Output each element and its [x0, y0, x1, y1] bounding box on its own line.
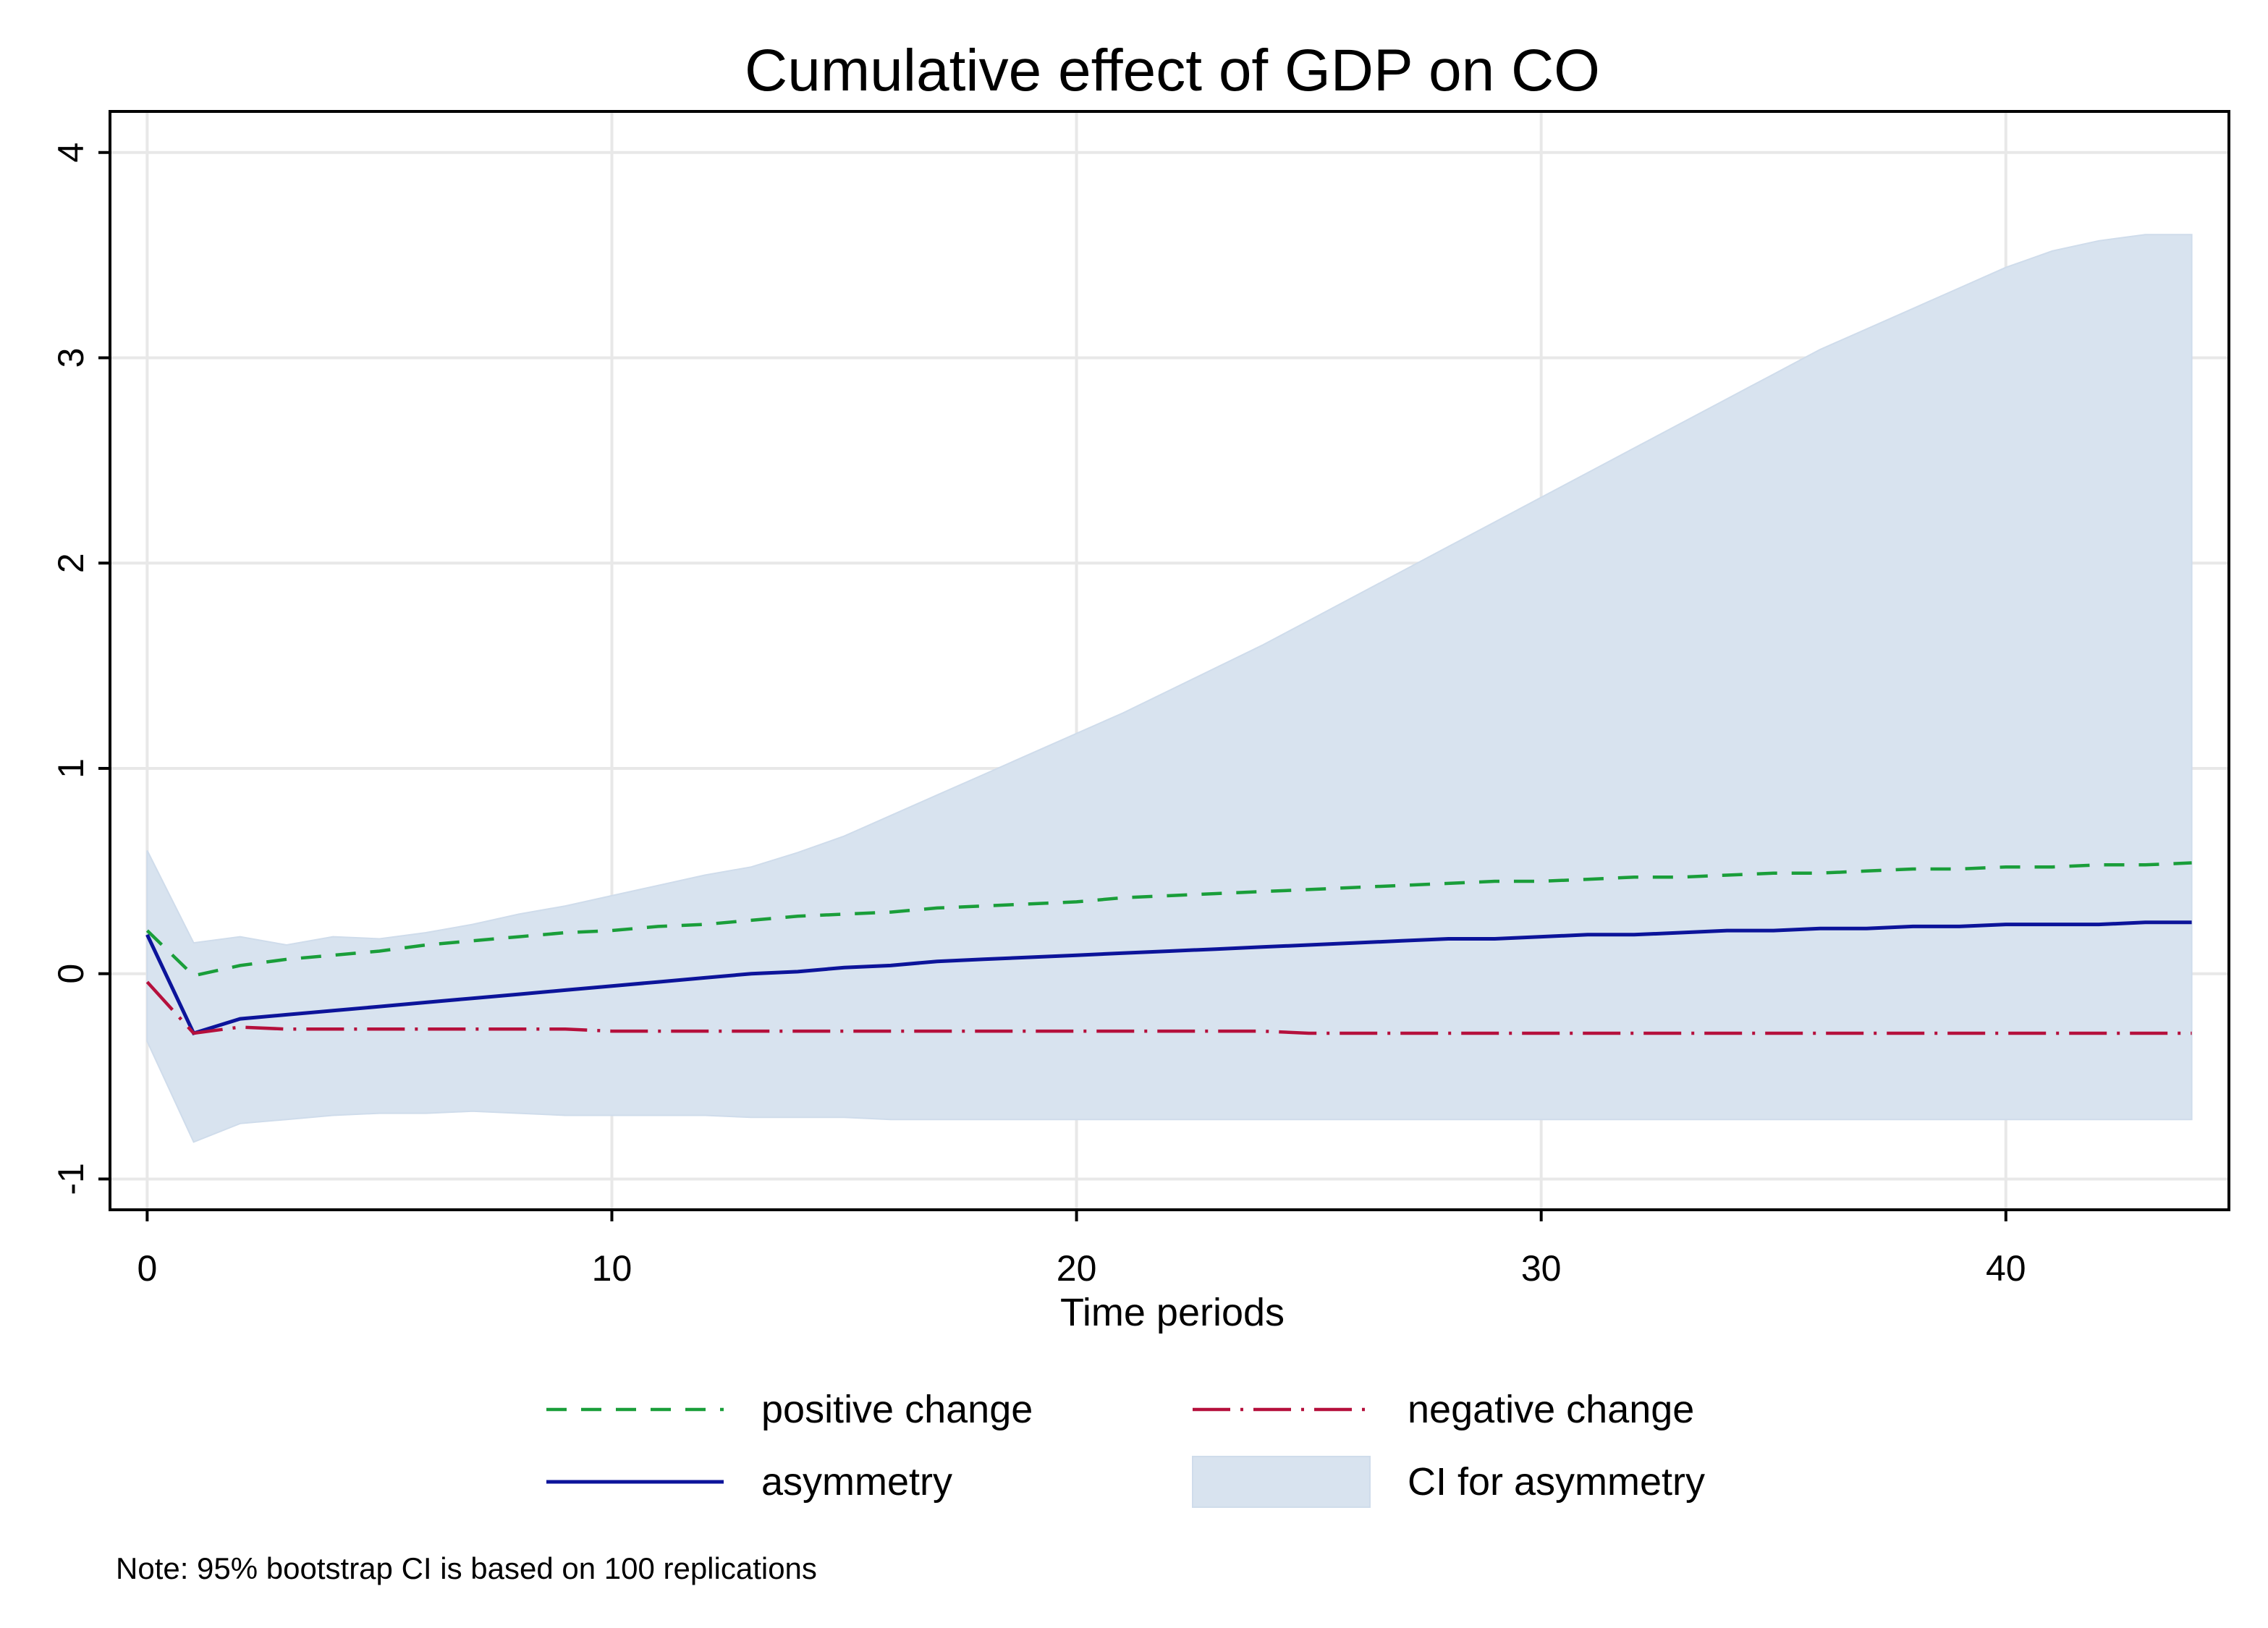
x-axis: 0 10 20 30 40 [137, 1210, 2026, 1289]
x-tick-label: 10 [592, 1248, 632, 1289]
x-tick-label: 0 [137, 1248, 157, 1289]
series-line-asymmetry [145, 920, 2192, 1036]
x-tick-label: 20 [1057, 1248, 1097, 1289]
legend-label-asymmetry: asymmetry [761, 1460, 952, 1504]
y-tick-label: 3 [51, 348, 91, 368]
ci-band [146, 234, 2193, 1143]
legend-swatch-ci [1192, 1456, 1371, 1508]
plot-area: -1 0 1 2 3 4 0 10 20 30 40 [51, 110, 2230, 1289]
x-axis-label: Time periods [1060, 1291, 1285, 1334]
legend-label-ci: CI for asymmetry [1408, 1460, 1705, 1504]
series-line-positive-change [145, 861, 2192, 978]
y-tick-label: -1 [51, 1163, 91, 1195]
legend-label-positive-change: positive change [761, 1388, 1033, 1431]
x-tick-label: 30 [1521, 1248, 1562, 1289]
y-tick-label: 1 [51, 758, 91, 779]
plot-frame [109, 110, 2230, 1211]
chart-title: Cumulative effect of GDP on CO [745, 38, 1600, 103]
y-tick-label: 2 [51, 553, 91, 573]
legend-label-negative-change: negative change [1408, 1388, 1694, 1431]
legend: positive change negative change asymmetr… [546, 1388, 1705, 1508]
series-line-negative-change [145, 980, 2192, 1035]
x-tick-label: 40 [1986, 1248, 2026, 1289]
y-tick-label: 0 [51, 964, 91, 984]
y-tick-label: 4 [51, 143, 91, 163]
chart-note: Note: 95% bootstrap CI is based on 100 r… [116, 1551, 817, 1585]
y-axis: -1 0 1 2 3 4 [51, 143, 110, 1195]
